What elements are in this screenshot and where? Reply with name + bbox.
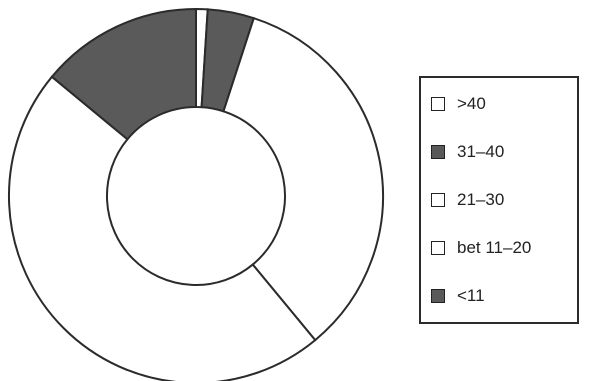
legend-label-21-30: 21–30 xyxy=(457,190,505,209)
legend-label-31-40: 31–40 xyxy=(457,142,505,161)
donut-slice-3 xyxy=(8,75,317,381)
legend-label-11-20: bet 11–20 xyxy=(457,238,532,257)
legend-item-31-40: 31–40 xyxy=(431,142,504,162)
legend-item-lt11: <11 xyxy=(431,286,485,306)
legend-label-lt11: <11 xyxy=(457,286,485,305)
donut-slices xyxy=(8,7,384,381)
legend-swatch-11-20 xyxy=(431,241,445,255)
legend-item-11-20: bet 11–20 xyxy=(431,238,531,258)
legend-label-gt40: >40 xyxy=(457,94,486,113)
donut-slice-4 xyxy=(50,7,197,141)
donut-slice-2 xyxy=(222,16,384,342)
legend-swatch-gt40 xyxy=(431,97,445,111)
legend-swatch-21-30 xyxy=(431,193,445,207)
legend-item-gt40: >40 xyxy=(431,94,486,114)
chart-legend: >40 31–40 21–30 bet 11–20 <11 xyxy=(419,76,579,324)
legend-item-21-30: 21–30 xyxy=(431,190,504,210)
legend-swatch-31-40 xyxy=(431,145,445,159)
legend-swatch-lt11 xyxy=(431,289,445,303)
